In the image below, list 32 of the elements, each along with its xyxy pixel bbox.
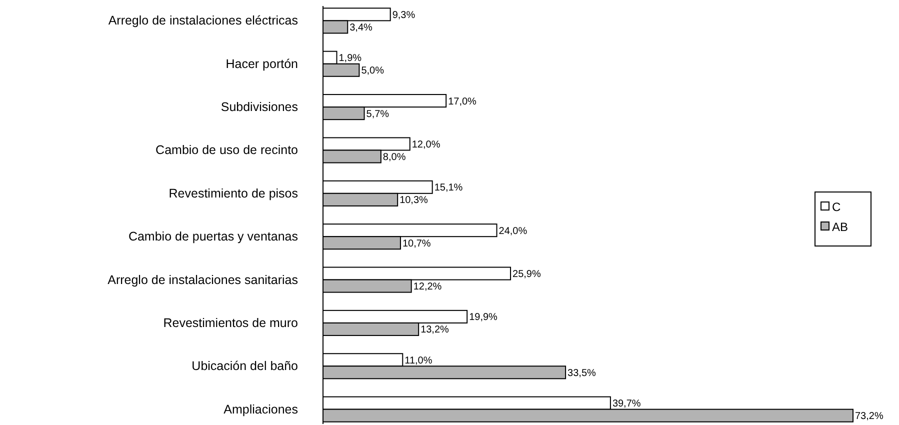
- data-label: 1,9%: [338, 53, 362, 64]
- data-label: 3,4%: [350, 22, 373, 34]
- data-label: 5,7%: [366, 108, 390, 120]
- y-tick-label: Ampliaciones: [224, 402, 298, 416]
- data-label: 19,9%: [469, 312, 498, 324]
- data-label: 17,0%: [448, 96, 477, 108]
- data-label: 73,2%: [855, 411, 884, 422]
- y-tick-label: Subdivisiones: [220, 100, 298, 114]
- data-label: 8,0%: [382, 152, 406, 163]
- y-tick-label: Revestimiento de pisos: [168, 186, 298, 200]
- data-label: 15,1%: [434, 182, 463, 194]
- data-label: 24,0%: [498, 226, 528, 237]
- data-label: 12,2%: [413, 282, 442, 293]
- legend-label: C: [832, 200, 841, 214]
- data-label: 5,0%: [361, 66, 384, 77]
- y-tick-label: Cambio de puertas y ventanas: [128, 230, 298, 244]
- y-tick-label: Cambio de uso de recinto: [156, 143, 298, 158]
- data-label: 33,5%: [568, 368, 596, 379]
- data-label: 10,7%: [402, 238, 431, 250]
- y-tick-label: Arreglo de instalaciones sanitarias: [108, 272, 298, 287]
- data-label: 39,7%: [612, 398, 641, 410]
- data-label: 10,3%: [400, 195, 428, 206]
- data-label: 13,2%: [420, 324, 450, 336]
- data-label: 12,0%: [412, 139, 440, 150]
- legend-label: AB: [832, 220, 848, 234]
- data-label: 25,9%: [512, 269, 541, 280]
- data-label: 11,0%: [404, 355, 432, 366]
- y-tick-label: Hacer portón: [226, 56, 298, 71]
- data-label: 9,3%: [392, 10, 416, 21]
- y-tick-label: Ubicación del baño: [192, 359, 298, 374]
- y-tick-label: Arreglo de instalaciones eléctricas: [108, 14, 298, 28]
- y-tick-label: Revestimientos de muro: [163, 316, 298, 330]
